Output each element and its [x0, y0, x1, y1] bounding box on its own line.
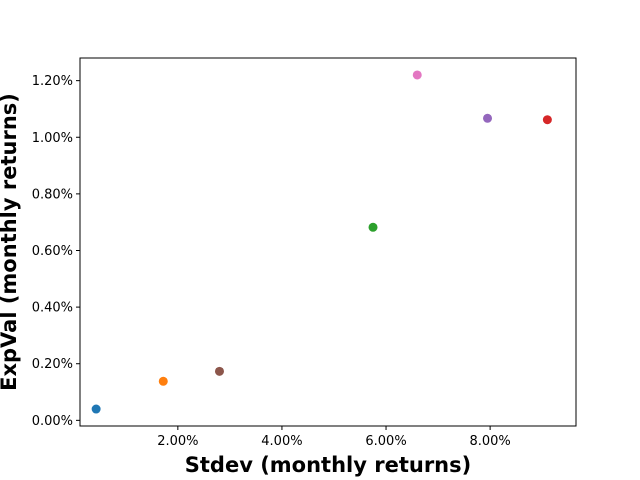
data-point: [412, 70, 422, 80]
data-point: [483, 113, 493, 123]
data-point: [542, 115, 552, 125]
data-point: [214, 366, 224, 376]
y-tick-label: 1.00%: [32, 131, 73, 146]
y-tick-label: 0.40%: [32, 301, 73, 316]
ticks-layer: 2.00% 4.00% 6.00% 8.00% 0.00% 0.20% 0.40% 0.60%…: [32, 74, 511, 449]
y-tick-label: 0.80%: [32, 187, 73, 202]
y-axis-label: ExpVal (monthly returns): [0, 93, 21, 391]
data-point: [158, 376, 168, 386]
y-tick-label: 0.00%: [32, 414, 73, 429]
data-point: [368, 222, 378, 232]
y-tick-label: 1.20%: [32, 74, 73, 89]
x-tick-label: 8.00%: [469, 434, 510, 449]
x-axis-label: Stdev (monthly returns): [185, 453, 471, 477]
x-tick-label: 6.00%: [365, 434, 406, 449]
points-layer: [91, 70, 552, 414]
y-tick-label: 0.20%: [32, 357, 73, 372]
plot-frame: [79, 57, 577, 427]
data-point: [91, 404, 101, 414]
x-tick-label: 2.00%: [157, 434, 198, 449]
y-tick-label: 0.60%: [32, 244, 73, 259]
x-tick-label: 4.00%: [261, 434, 302, 449]
